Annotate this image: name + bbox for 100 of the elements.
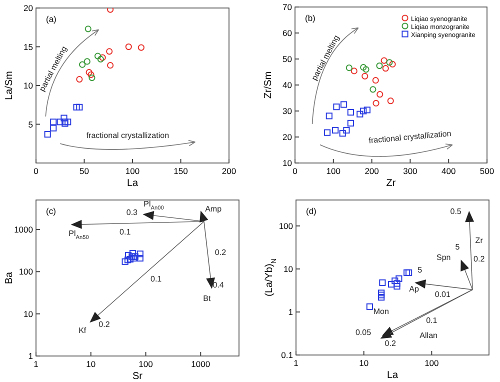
point — [389, 60, 396, 68]
y-tick-label: 10 — [24, 80, 34, 90]
x-tick-label: 10 — [359, 358, 369, 368]
y-tick-label: 100 — [18, 266, 34, 277]
point — [106, 48, 113, 55]
y-tick-label: 60 — [282, 28, 292, 38]
x-tick-label: 100 — [125, 166, 140, 176]
x-tick-label: 100 — [138, 359, 154, 369]
x-tick-label: 100 — [424, 358, 440, 368]
x-tick-label: 500 — [480, 166, 494, 176]
y-tick-label: 70 — [282, 2, 292, 12]
y-tick-label: 0.1 — [281, 350, 294, 360]
x-axis-title: Zr — [386, 178, 396, 189]
annotation: Spn — [436, 253, 451, 262]
annotation: Zr — [475, 236, 484, 246]
point — [347, 120, 354, 127]
point — [386, 59, 393, 66]
point — [339, 130, 346, 137]
annotation: 5 — [455, 242, 460, 252]
x-axis-title: La — [386, 370, 398, 381]
y-tick-label: 10 — [284, 264, 294, 274]
y-tick-label: 20 — [282, 132, 292, 142]
text: (a) — [46, 14, 57, 24]
annotation: 0.01 — [434, 290, 451, 300]
x-tick-label: 0 — [292, 166, 298, 176]
annotation: 5 — [418, 266, 423, 275]
annotation: 0.2 — [384, 339, 396, 348]
point — [125, 43, 132, 50]
point — [138, 44, 144, 51]
y-tick-label: 5 — [28, 119, 34, 130]
text: (c) — [46, 206, 56, 216]
point — [356, 110, 364, 118]
point — [107, 8, 114, 13]
annotation: 0.3 — [126, 208, 138, 217]
point — [343, 126, 350, 134]
point — [64, 118, 72, 126]
annotation: 0.2 — [214, 248, 227, 257]
y-tick-label: 100 — [278, 220, 294, 231]
y-tick-label: 1000 — [14, 224, 34, 234]
point — [347, 109, 354, 116]
annotation: Ap — [409, 284, 420, 294]
point — [380, 57, 388, 64]
point — [324, 129, 331, 136]
point — [340, 101, 348, 108]
point — [370, 86, 376, 93]
point — [376, 91, 384, 98]
annotation: Bt — [203, 294, 212, 304]
point — [360, 108, 367, 114]
point — [107, 62, 114, 69]
y-axis-title: Zr/Sm — [263, 71, 274, 99]
x-tick-label: 200 — [364, 166, 380, 176]
y-axis-title: Ba — [4, 271, 15, 284]
y-tick-label: 40 — [282, 80, 292, 90]
y-tick-label: 30 — [282, 106, 292, 116]
y-tick-label: 15 — [24, 42, 34, 52]
y-tick-label: 1 — [288, 306, 294, 317]
annotation: 0.4 — [212, 280, 224, 290]
y-tick-label: 10 — [24, 308, 34, 319]
point — [362, 72, 368, 80]
point — [372, 77, 379, 84]
annotation: 0.2 — [98, 320, 110, 329]
y-axis-title: La/Sm — [4, 71, 15, 100]
point — [346, 64, 352, 72]
point — [326, 112, 332, 120]
point — [44, 131, 51, 138]
point — [372, 100, 380, 106]
point — [88, 74, 96, 82]
point — [84, 58, 90, 65]
annotation: Pl$_{An00}$ — [144, 200, 164, 212]
x-tick-label: 1000 — [191, 359, 210, 369]
point — [76, 76, 83, 83]
annotation: fractional crystallization — [86, 131, 170, 140]
annotation: 0.1 — [426, 316, 438, 325]
point — [332, 126, 339, 134]
point — [73, 104, 80, 110]
point — [94, 52, 102, 60]
point — [360, 64, 367, 71]
point — [333, 104, 340, 110]
text: (b) — [305, 13, 316, 23]
annotation: Mon — [373, 306, 389, 316]
point — [86, 69, 92, 76]
point — [56, 118, 64, 126]
x-tick-label: 200 — [222, 166, 236, 176]
x-tick-label: 150 — [174, 166, 188, 176]
text: (d) — [306, 206, 317, 216]
annotation: fractional crystallization — [368, 129, 452, 146]
point — [76, 104, 83, 110]
x-tick-label: 300 — [403, 166, 418, 176]
point — [88, 71, 94, 78]
x-tick-label: 400 — [442, 166, 456, 176]
x-axis-title: Sr — [132, 371, 144, 382]
point — [362, 66, 370, 73]
point — [60, 114, 68, 122]
annotation: 0.5 — [450, 207, 462, 216]
point — [382, 65, 389, 72]
annotation: Pl$_{An50}$ — [68, 229, 89, 242]
point — [350, 68, 358, 74]
point — [364, 106, 370, 114]
point — [84, 26, 92, 32]
annotation: Amp — [205, 204, 222, 214]
